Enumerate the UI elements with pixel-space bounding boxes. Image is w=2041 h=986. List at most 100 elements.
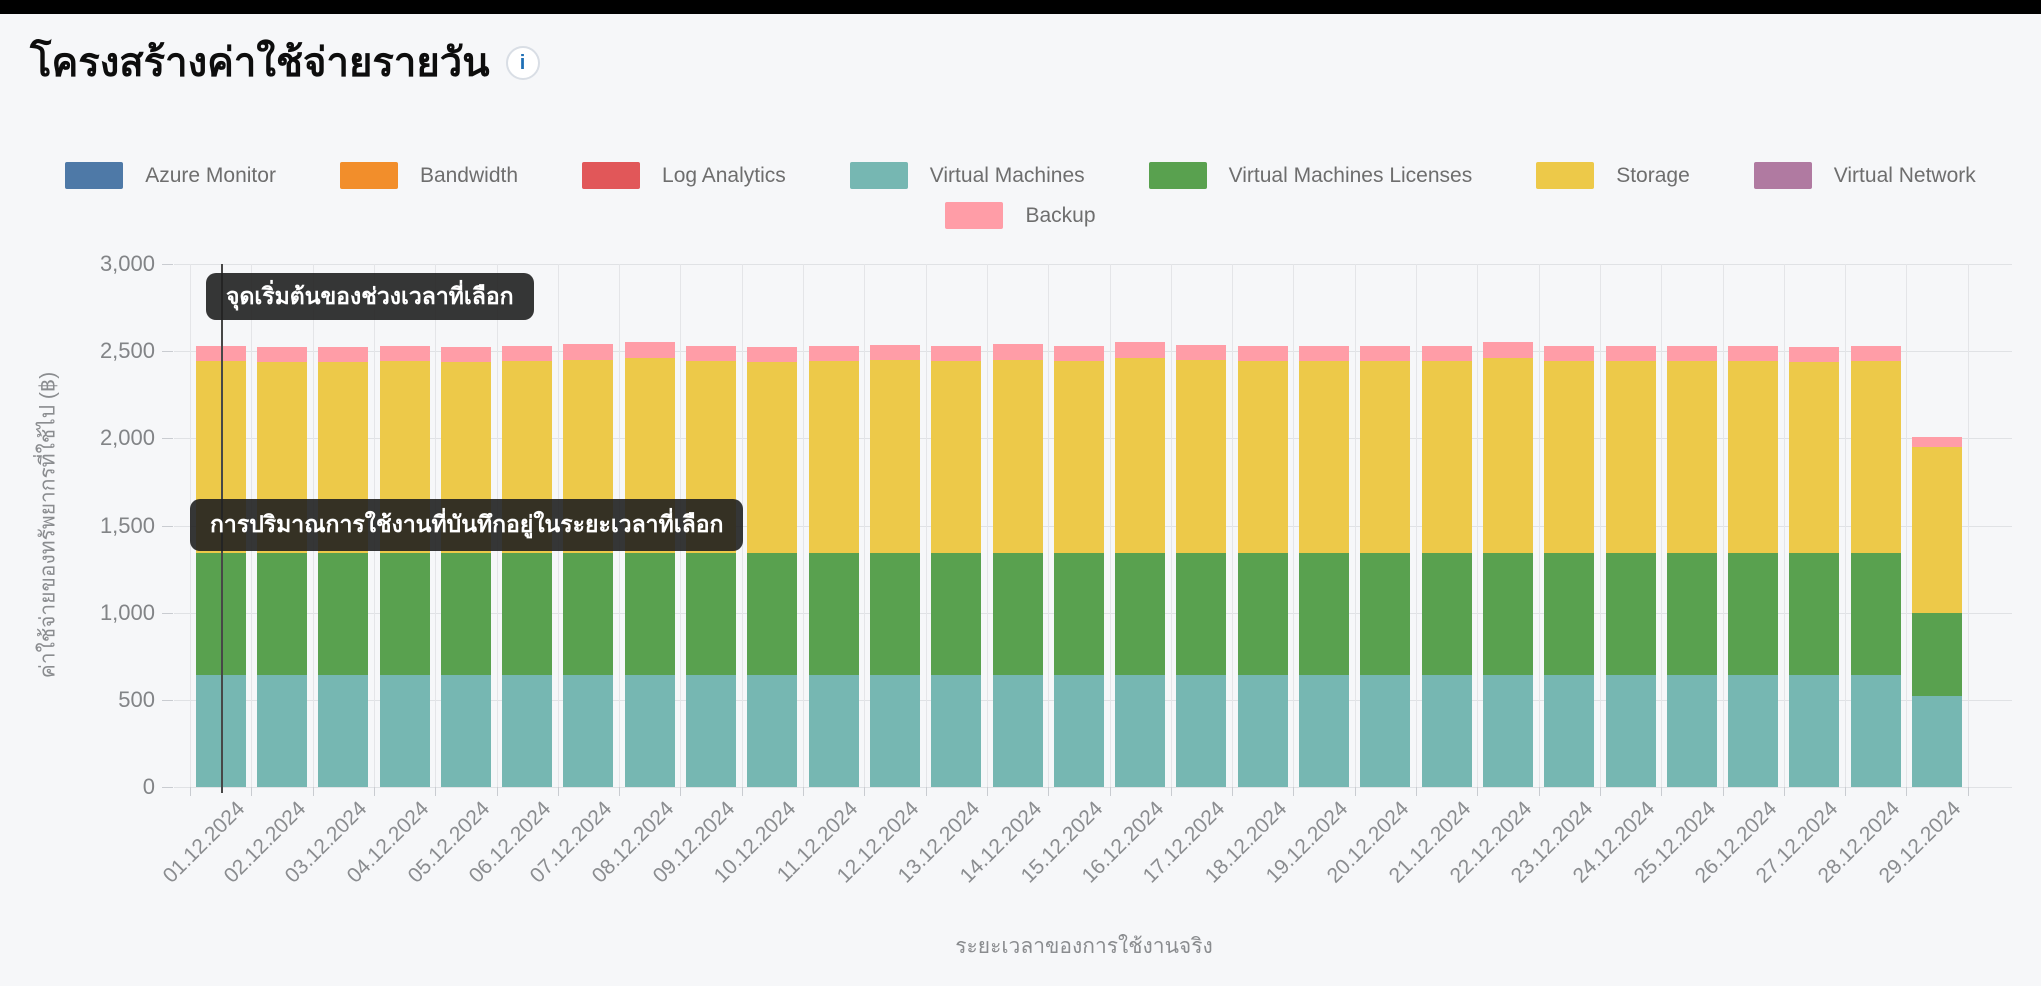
bar-segment-backup[interactable] bbox=[318, 346, 369, 362]
info-icon[interactable]: i bbox=[505, 46, 540, 80]
bar-segment-virtual-machines-licenses[interactable] bbox=[1666, 553, 1717, 676]
bar-segment-virtual-machines[interactable] bbox=[992, 675, 1043, 787]
bar-segment-virtual-machines-licenses[interactable] bbox=[502, 553, 553, 676]
bar-segment-backup[interactable] bbox=[440, 346, 491, 362]
bar-segment-backup[interactable] bbox=[869, 345, 920, 360]
bar-segment-virtual-machines-licenses[interactable] bbox=[1850, 553, 1901, 676]
bar-segment-virtual-machines[interactable] bbox=[686, 675, 737, 787]
bar-segment-storage[interactable] bbox=[1299, 360, 1350, 554]
bar-segment-virtual-machines-licenses[interactable] bbox=[563, 553, 614, 676]
bar-segment-virtual-machines[interactable] bbox=[808, 675, 859, 787]
legend-item-storage[interactable]: Storage bbox=[1536, 162, 1690, 189]
legend-item-virtual-machines-licenses[interactable]: Virtual Machines Licenses bbox=[1148, 162, 1472, 189]
bar-segment-virtual-machines-licenses[interactable] bbox=[318, 553, 369, 676]
bar-segment-backup[interactable] bbox=[1053, 345, 1104, 361]
bar-segment-backup[interactable] bbox=[563, 344, 614, 360]
bar-segment-backup[interactable] bbox=[992, 344, 1043, 360]
bar-segment-storage[interactable] bbox=[931, 360, 982, 554]
bar-segment-virtual-machines[interactable] bbox=[1053, 675, 1104, 787]
bar-segment-storage[interactable] bbox=[808, 360, 859, 554]
bar-segment-backup[interactable] bbox=[256, 346, 307, 362]
bar-segment-storage[interactable] bbox=[1912, 447, 1963, 613]
bar-segment-virtual-machines-licenses[interactable] bbox=[1115, 553, 1166, 676]
bar-segment-virtual-machines-licenses[interactable] bbox=[992, 553, 1043, 676]
bar-segment-storage[interactable] bbox=[1053, 360, 1104, 554]
bar-segment-virtual-machines[interactable] bbox=[1912, 696, 1963, 787]
bar-segment-storage[interactable] bbox=[1176, 359, 1227, 554]
bar-segment-virtual-machines[interactable] bbox=[1544, 675, 1595, 787]
bar-segment-virtual-machines[interactable] bbox=[747, 675, 798, 787]
bar-segment-virtual-machines[interactable] bbox=[624, 675, 675, 787]
bar-segment-storage[interactable] bbox=[747, 361, 798, 554]
bar-segment-virtual-machines[interactable] bbox=[1299, 675, 1350, 787]
bar-segment-backup[interactable] bbox=[379, 345, 430, 361]
bar-segment-virtual-machines-licenses[interactable] bbox=[1237, 553, 1288, 676]
legend-item-azure-monitor[interactable]: Azure Monitor bbox=[65, 162, 276, 189]
bar-segment-virtual-machines-licenses[interactable] bbox=[1176, 553, 1227, 676]
bar-segment-virtual-machines[interactable] bbox=[1666, 675, 1717, 787]
bar-segment-storage[interactable] bbox=[1728, 360, 1779, 554]
bar-segment-virtual-machines[interactable] bbox=[1237, 675, 1288, 787]
bar-segment-backup[interactable] bbox=[1544, 345, 1595, 361]
bar-segment-virtual-machines[interactable] bbox=[869, 675, 920, 787]
bar-segment-backup[interactable] bbox=[686, 345, 737, 361]
bar-segment-storage[interactable] bbox=[1544, 360, 1595, 554]
bar-segment-backup[interactable] bbox=[931, 345, 982, 361]
bar-segment-virtual-machines-licenses[interactable] bbox=[624, 553, 675, 676]
bar-segment-virtual-machines[interactable] bbox=[502, 675, 553, 787]
bar-segment-virtual-machines-licenses[interactable] bbox=[256, 553, 307, 676]
bar-segment-backup[interactable] bbox=[1605, 345, 1656, 361]
bar-segment-virtual-machines[interactable] bbox=[1115, 675, 1166, 787]
bar-segment-virtual-machines-licenses[interactable] bbox=[379, 553, 430, 676]
bar-segment-virtual-machines[interactable] bbox=[931, 675, 982, 787]
bar-segment-virtual-machines[interactable] bbox=[318, 675, 369, 787]
bar-segment-backup[interactable] bbox=[1728, 345, 1779, 361]
legend-item-log-analytics[interactable]: Log Analytics bbox=[582, 162, 786, 189]
bar-segment-virtual-machines[interactable] bbox=[440, 675, 491, 787]
bar-segment-backup[interactable] bbox=[1850, 345, 1901, 361]
bar-segment-virtual-machines-licenses[interactable] bbox=[1482, 553, 1533, 676]
bar-segment-backup[interactable] bbox=[1789, 346, 1840, 362]
bar-segment-storage[interactable] bbox=[869, 359, 920, 554]
bar-segment-virtual-machines[interactable] bbox=[563, 675, 614, 787]
bar-segment-virtual-machines[interactable] bbox=[1482, 675, 1533, 787]
bar-segment-backup[interactable] bbox=[502, 345, 553, 361]
bar-segment-backup[interactable] bbox=[1176, 345, 1227, 360]
bar-segment-virtual-machines-licenses[interactable] bbox=[686, 553, 737, 676]
bar-segment-virtual-machines-licenses[interactable] bbox=[1789, 553, 1840, 676]
bar-segment-virtual-machines-licenses[interactable] bbox=[1421, 553, 1472, 676]
bar-segment-storage[interactable] bbox=[1666, 360, 1717, 554]
legend-item-bandwidth[interactable]: Bandwidth bbox=[339, 162, 518, 189]
legend-item-virtual-machines[interactable]: Virtual Machines bbox=[849, 162, 1085, 189]
bar-segment-backup[interactable] bbox=[1912, 436, 1963, 448]
bar-segment-virtual-machines-licenses[interactable] bbox=[808, 553, 859, 676]
bar-segment-virtual-machines-licenses[interactable] bbox=[869, 553, 920, 676]
bar-segment-virtual-machines-licenses[interactable] bbox=[440, 553, 491, 676]
bar-segment-virtual-machines[interactable] bbox=[1605, 675, 1656, 787]
bar-segment-virtual-machines-licenses[interactable] bbox=[1912, 612, 1963, 697]
bar-segment-storage[interactable] bbox=[1115, 358, 1166, 554]
bar-segment-storage[interactable] bbox=[1360, 360, 1411, 554]
bar-segment-storage[interactable] bbox=[992, 359, 1043, 554]
bar-segment-virtual-machines[interactable] bbox=[1421, 675, 1472, 787]
bar-segment-virtual-machines[interactable] bbox=[1728, 675, 1779, 787]
bar-segment-backup[interactable] bbox=[1360, 345, 1411, 361]
bar-segment-storage[interactable] bbox=[1850, 360, 1901, 554]
bar-segment-backup[interactable] bbox=[1421, 345, 1472, 361]
bar-segment-virtual-machines[interactable] bbox=[379, 675, 430, 787]
bar-segment-backup[interactable] bbox=[747, 346, 798, 362]
bar-segment-storage[interactable] bbox=[1789, 361, 1840, 554]
bar-segment-backup[interactable] bbox=[808, 345, 859, 361]
bar-segment-virtual-machines[interactable] bbox=[1789, 675, 1840, 787]
bar-segment-backup[interactable] bbox=[624, 342, 675, 359]
bar-segment-backup[interactable] bbox=[1237, 345, 1288, 361]
bar-segment-storage[interactable] bbox=[1237, 360, 1288, 554]
bar-segment-virtual-machines[interactable] bbox=[256, 675, 307, 787]
bar-segment-virtual-machines-licenses[interactable] bbox=[747, 553, 798, 676]
bar-segment-virtual-machines-licenses[interactable] bbox=[1728, 553, 1779, 676]
bar-segment-storage[interactable] bbox=[1605, 360, 1656, 554]
legend-item-virtual-network[interactable]: Virtual Network bbox=[1753, 162, 1976, 189]
bar-segment-virtual-machines[interactable] bbox=[1360, 675, 1411, 787]
legend-item-backup[interactable]: Backup bbox=[945, 202, 1096, 229]
bar-segment-virtual-machines[interactable] bbox=[1176, 675, 1227, 787]
